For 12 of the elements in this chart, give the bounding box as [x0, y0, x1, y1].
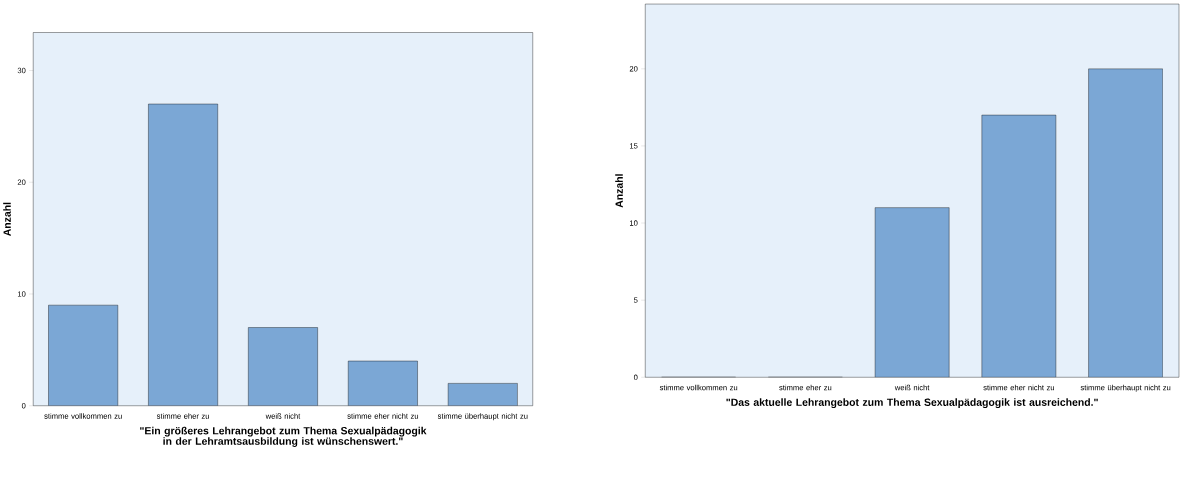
bar [48, 305, 118, 406]
bar [248, 327, 318, 406]
bar [348, 361, 418, 406]
x-axis-title: "Das aktuelle Lehrangebot zum Thema Sexualpädagogik ist ausreichend." [726, 398, 1098, 409]
y-axis-title: Anzahl [3, 202, 11, 237]
x-axis-title: "Ein größeres Lehrangebot zum Thema Sexualpädagogik in der Lehramtsausbildung ist wünschenswert." [140, 426, 427, 448]
bar [148, 104, 218, 406]
bar [981, 115, 1056, 378]
bar [1088, 68, 1163, 378]
bar [447, 383, 518, 406]
y-axis-title: Anzahl [615, 174, 623, 208]
bar [874, 207, 950, 378]
